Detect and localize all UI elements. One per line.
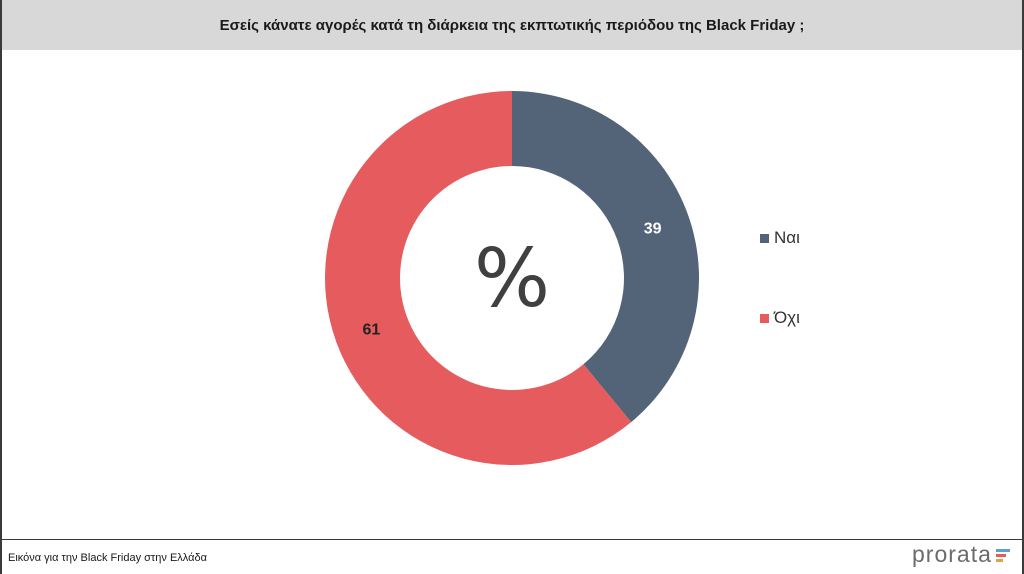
donut-chart: 39 61% (325, 90, 699, 465)
legend-swatch (760, 233, 769, 243)
donut-slice-2 (325, 90, 632, 465)
footer-divider (2, 539, 1022, 540)
title-bar: Εσείς κάνατε αγορές κατά τη διάρκεια της… (2, 0, 1022, 50)
brand-mark-bar (995, 558, 1003, 562)
donut-slice-1 (512, 91, 699, 423)
data-label-1: 39 (644, 220, 662, 237)
brand-logo: prorata (912, 541, 1010, 568)
brand-mark-bar (995, 553, 1006, 557)
brand-mark-icon (995, 546, 1010, 564)
footer-caption: Εικόνα για την Black Friday στην Ελλάδα (8, 552, 207, 564)
brand-mark-bar (995, 548, 1010, 552)
chart-title: Εσείς κάνατε αγορές κατά τη διάρκεια της… (219, 16, 805, 34)
brand-name: prorata (912, 541, 992, 567)
data-label-2: 61 (362, 322, 380, 339)
legend-item-2: Όχι (760, 308, 800, 328)
legend-item-1: Ναι (760, 228, 800, 248)
legend-label: Ναι (774, 228, 800, 247)
legend-label: Όχι (774, 308, 800, 327)
center-percent-symbol: % (474, 232, 550, 325)
legend-swatch (760, 313, 769, 323)
